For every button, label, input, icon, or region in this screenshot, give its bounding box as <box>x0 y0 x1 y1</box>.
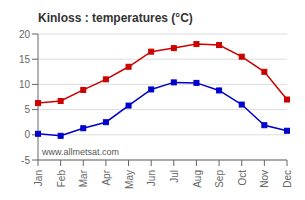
svg-text:0: 0 <box>24 129 30 140</box>
svg-text:Jan: Jan <box>33 170 44 186</box>
svg-text:Oct: Oct <box>237 170 248 186</box>
svg-text:10: 10 <box>19 79 31 90</box>
svg-text:Mar: Mar <box>78 169 89 187</box>
svg-text:-5: -5 <box>21 155 30 166</box>
html-text:Kinloss : temperatures (°C): Kinloss : temperatures (°C) <box>38 11 193 25</box>
svg-text:Apr: Apr <box>101 169 112 185</box>
svg-text:May: May <box>124 170 135 189</box>
svg-text:Jul: Jul <box>169 170 180 183</box>
svg-text:5: 5 <box>24 104 30 115</box>
html-text:www.allmetsat.com: www.allmetsat.com <box>42 147 119 157</box>
svg-text:Nov: Nov <box>259 170 270 188</box>
svg-text:15: 15 <box>19 54 31 65</box>
svg-text:Jun: Jun <box>146 170 157 186</box>
svg-text:Feb: Feb <box>56 170 67 188</box>
svg-text:20: 20 <box>19 29 31 40</box>
svg-text:Sep: Sep <box>214 170 225 188</box>
svg-text:Aug: Aug <box>192 170 203 188</box>
svg-text:Dec: Dec <box>282 170 293 188</box>
